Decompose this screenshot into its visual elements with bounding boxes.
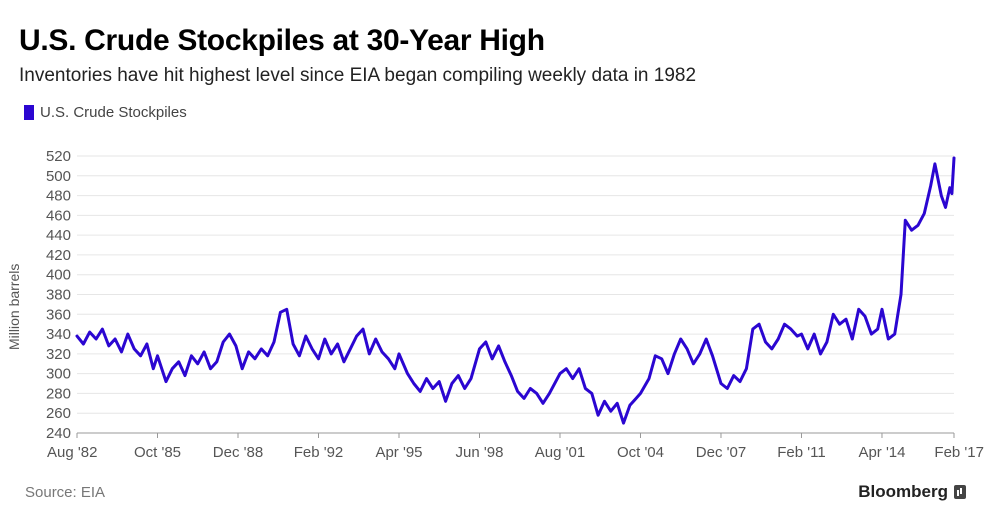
y-tick-label: 440 — [46, 227, 71, 244]
y-tick-label: 420 — [46, 247, 71, 264]
x-tick-label: Feb '92 — [294, 444, 344, 461]
y-tick-label: 280 — [46, 385, 71, 402]
y-tick-label: 320 — [46, 346, 71, 363]
brand-name: Bloomberg — [858, 482, 948, 501]
chart-subtitle: Inventories have hit highest level since… — [19, 65, 697, 86]
y-tick-label: 340 — [46, 326, 71, 343]
x-tick-label: Dec '88 — [213, 444, 263, 461]
y-tick-label: 300 — [46, 366, 71, 383]
x-tick-label: Feb '11 — [777, 444, 825, 461]
y-tick-label: 260 — [46, 405, 71, 422]
y-tick-label: 480 — [46, 188, 71, 205]
legend-label: U.S. Crude Stockpiles — [40, 104, 187, 121]
y-tick-label: 460 — [46, 207, 71, 224]
y-tick-label: 380 — [46, 287, 71, 304]
x-tick-label: Jun '98 — [456, 444, 504, 461]
y-tick-label: 240 — [46, 425, 71, 442]
x-tick-label: Feb '17 — [934, 444, 984, 461]
x-tick-label: Aug '82 — [47, 444, 97, 461]
y-tick-label: 400 — [46, 267, 71, 284]
x-tick-label: Apr '14 — [858, 444, 905, 461]
legend-swatch — [24, 105, 34, 120]
y-tick-label: 360 — [46, 306, 71, 323]
chart-title: U.S. Crude Stockpiles at 30-Year High — [19, 24, 545, 57]
bloomberg-logo: Bloomberg — [858, 482, 966, 502]
y-tick-label: 500 — [46, 168, 71, 185]
x-tick-label: Aug '01 — [535, 444, 585, 461]
x-tick-label: Oct '04 — [617, 444, 664, 461]
legend: U.S. Crude Stockpiles — [24, 104, 187, 121]
y-tick-label: 520 — [46, 148, 71, 165]
series-line-crude-stockpiles — [75, 156, 956, 425]
x-tick-label: Dec '07 — [696, 444, 746, 461]
source-note: Source: EIA — [25, 484, 106, 501]
x-tick-label: Apr '95 — [375, 444, 422, 461]
x-tick-label: Oct '85 — [134, 444, 181, 461]
bloomberg-icon — [954, 485, 966, 499]
